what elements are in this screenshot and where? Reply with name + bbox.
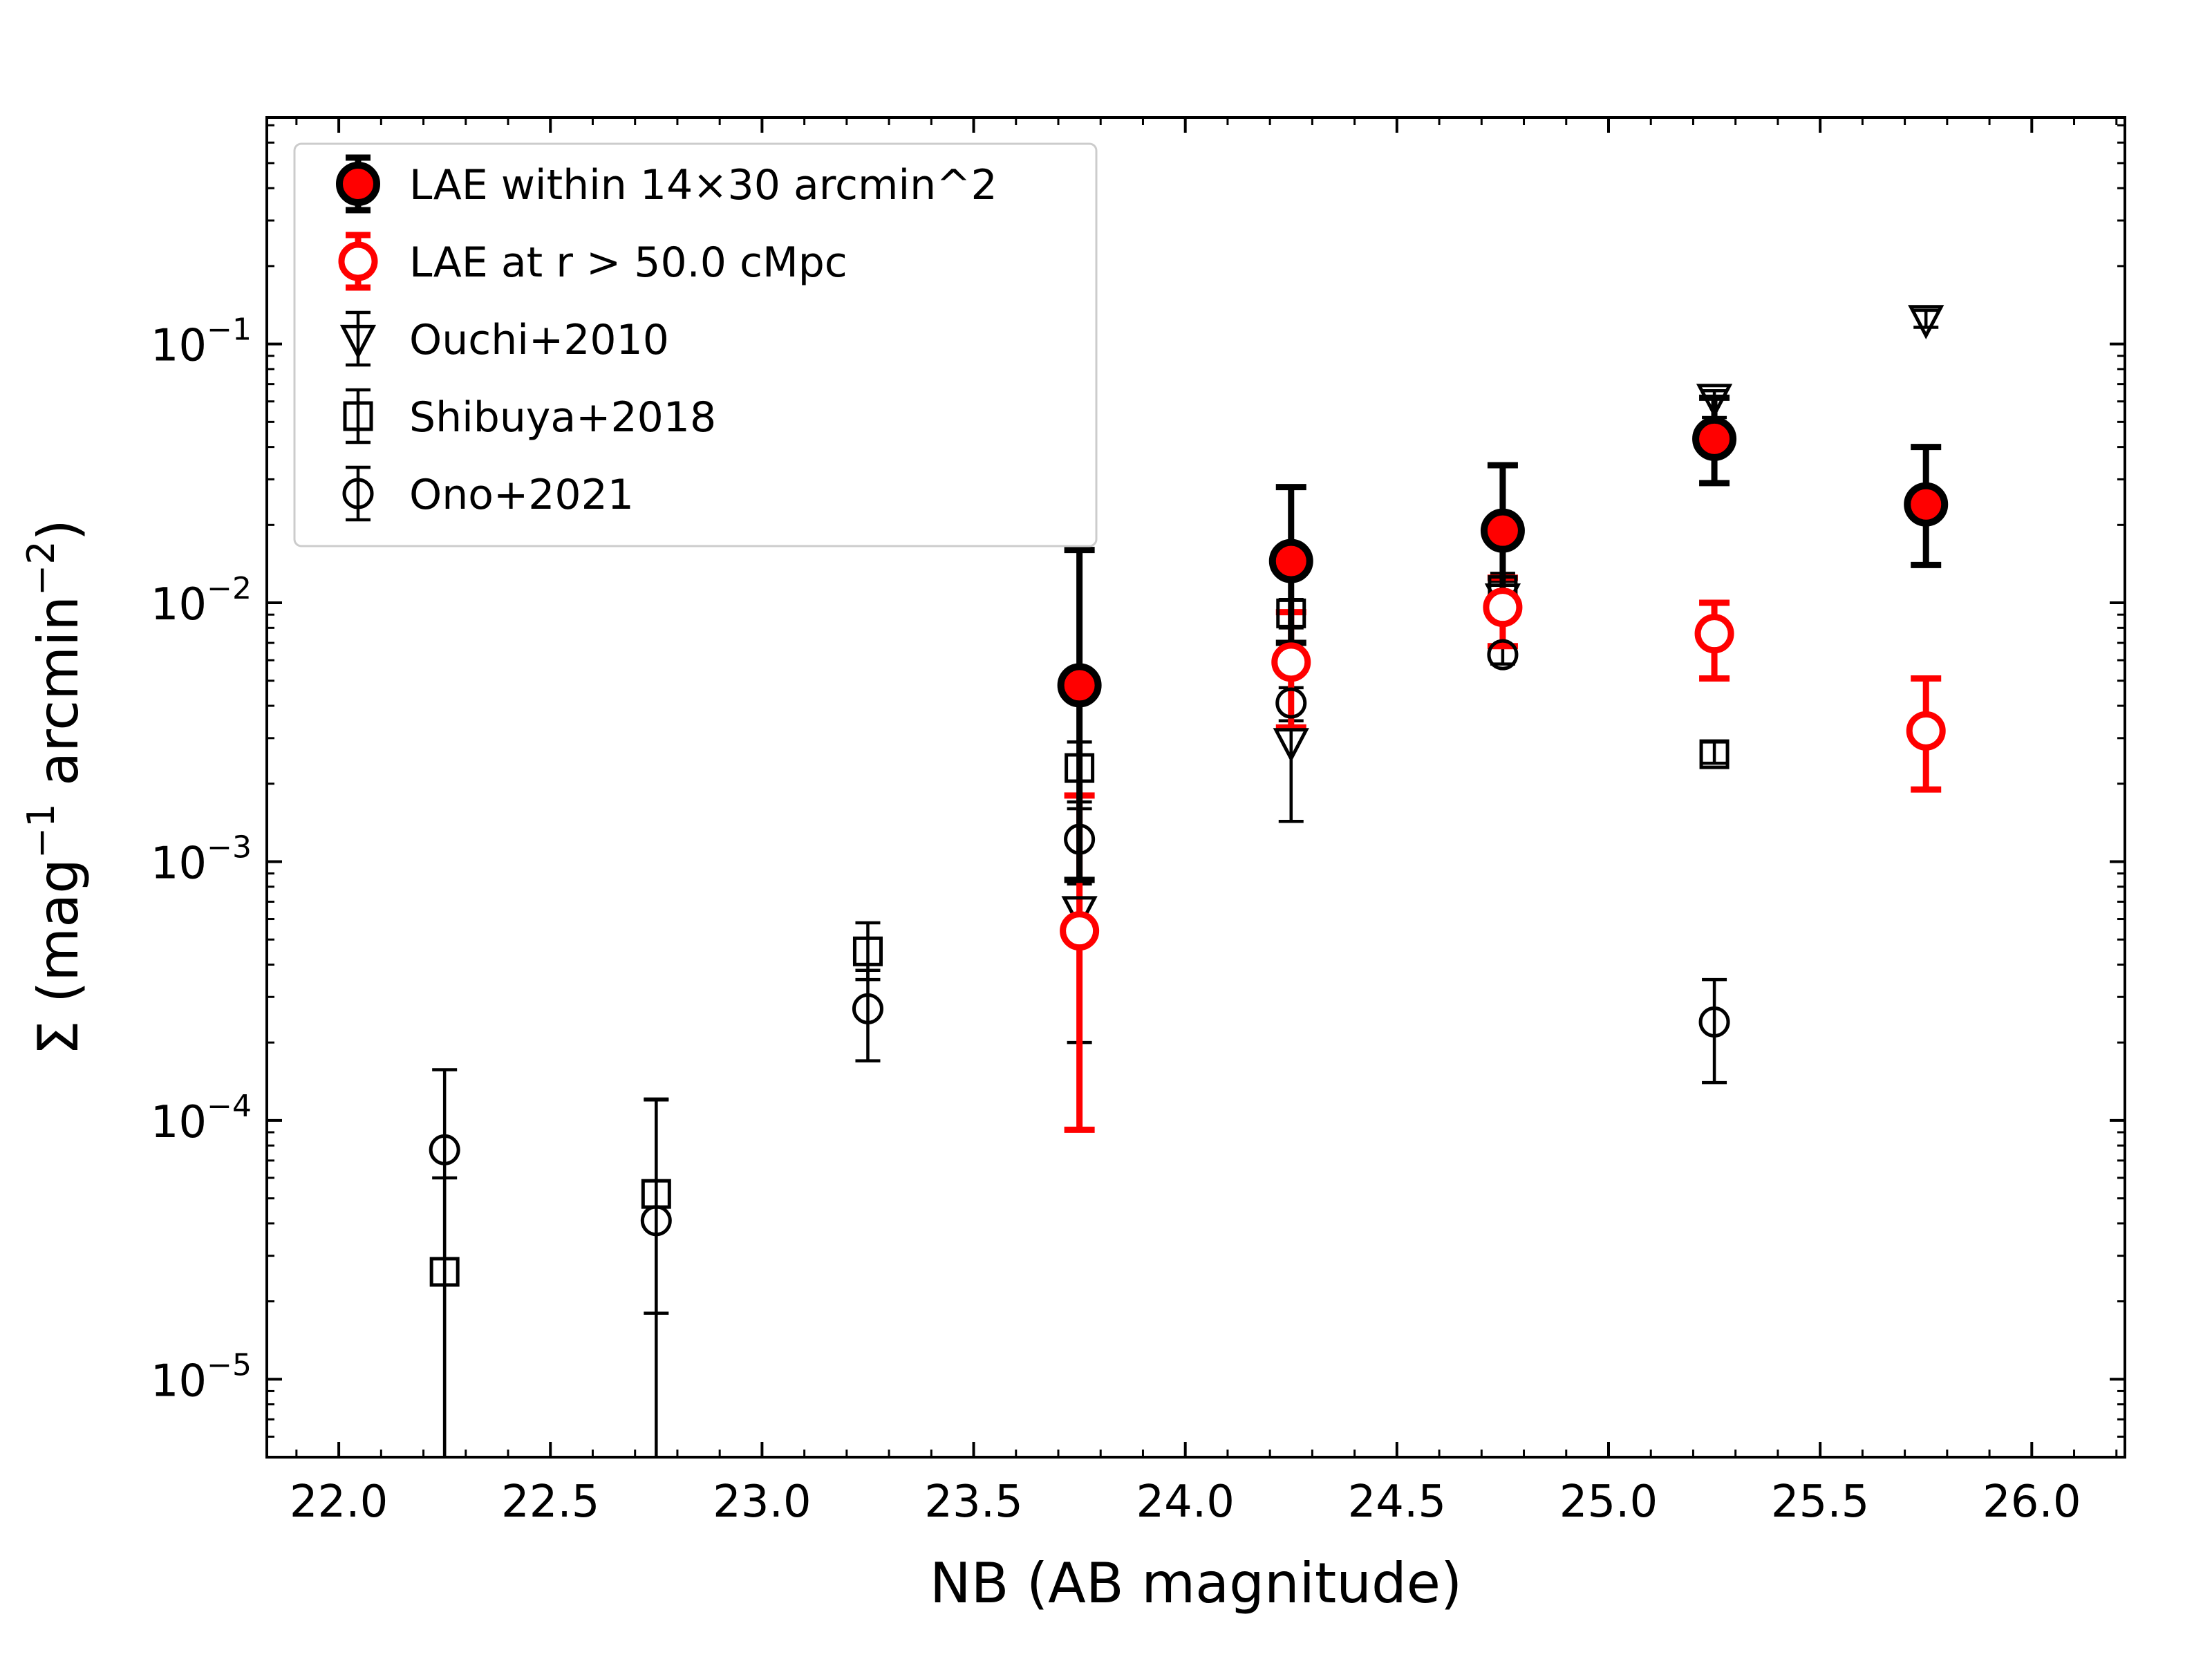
- y-tick-label: 10−5: [151, 1347, 252, 1407]
- data-point: [1268, 538, 1313, 583]
- tick-labels: 22.0 22.5 23.0 23.5 24.0 24.5 25.0 25.5 26.0 10−5…: [151, 312, 2081, 1528]
- legend-marker: [338, 241, 378, 281]
- data-point: [1061, 896, 1098, 931]
- data-point: [1698, 1006, 1730, 1038]
- legend-label: Ouchi+2010: [409, 316, 669, 364]
- legend-entry: Ono+2021: [342, 465, 634, 522]
- data-point: [1483, 588, 1523, 628]
- legend-entry: LAE at r > 50.0 cMpc: [338, 232, 847, 291]
- legend-marker: [339, 324, 377, 359]
- legend-label: LAE within 14×30 arcmin^2: [409, 161, 997, 209]
- data-point: [1065, 753, 1095, 783]
- x-axis-label: NB (AB magnitude): [930, 1551, 1462, 1615]
- plot-frame: [265, 116, 2126, 1459]
- y-tick-label: 10−4: [151, 1089, 252, 1148]
- data-point: [1906, 711, 1946, 751]
- data-point: [1276, 598, 1306, 628]
- legend-entry: Shibuya+2018: [343, 388, 716, 444]
- legend-box: [293, 142, 1098, 547]
- data-point: [1696, 384, 1733, 418]
- legend-marker: [342, 478, 374, 509]
- x-tick-label: 23.5: [924, 1477, 1023, 1528]
- y-tick-label: 10−3: [151, 830, 252, 889]
- data-point: [1273, 728, 1309, 762]
- legend-label: LAE at r > 50.0 cMpc: [409, 238, 847, 287]
- data-point: [429, 1257, 460, 1287]
- legend-marker: [343, 401, 373, 431]
- data-point: [1692, 416, 1737, 461]
- data-point: [1057, 663, 1102, 708]
- legend-label: Ono+2021: [409, 471, 634, 519]
- data-point: [852, 993, 883, 1024]
- legend-label: Shibuya+2018: [409, 393, 716, 442]
- legend-entry: Ouchi+2010: [339, 310, 669, 367]
- data-point: [1694, 614, 1734, 654]
- data-point: [1487, 639, 1519, 671]
- x-tick-label: 25.5: [1771, 1477, 1870, 1528]
- data-point: [1271, 642, 1311, 682]
- data-point: [1275, 687, 1307, 719]
- data-point: [1699, 739, 1730, 769]
- legend-marker: [336, 162, 380, 206]
- data-point: [852, 936, 883, 966]
- y-tick-label: 10−2: [151, 571, 252, 630]
- x-tick-label: 25.0: [1559, 1477, 1658, 1528]
- x-tick-label: 24.0: [1136, 1477, 1235, 1528]
- data-point: [429, 1134, 460, 1165]
- data-point: [1904, 482, 1949, 527]
- data-markers: [429, 305, 1949, 1287]
- legend-entry: LAE within 14×30 arcmin^2: [336, 154, 997, 214]
- legend: LAE within 14×30 arcmin^2 LAE at r > 50.0…: [293, 142, 1098, 547]
- data-point: [1480, 508, 1525, 553]
- x-tick-label: 22.0: [290, 1477, 388, 1528]
- x-tick-label: 24.5: [1348, 1477, 1447, 1528]
- data-point: [640, 1205, 672, 1237]
- data-point: [1060, 911, 1100, 951]
- x-tick-label: 23.0: [713, 1477, 812, 1528]
- legend-entries: LAE within 14×30 arcmin^2 LAE at r > 50.0…: [336, 154, 997, 522]
- x-tick-label: 22.5: [501, 1477, 600, 1528]
- data-point: [1064, 823, 1096, 855]
- y-tick-label: 10−1: [151, 312, 252, 372]
- x-tick-label: 26.0: [1983, 1477, 2081, 1528]
- data-point: [1908, 305, 1944, 339]
- y-axis-label: Σ (mag−1 arcmin−2): [19, 519, 91, 1056]
